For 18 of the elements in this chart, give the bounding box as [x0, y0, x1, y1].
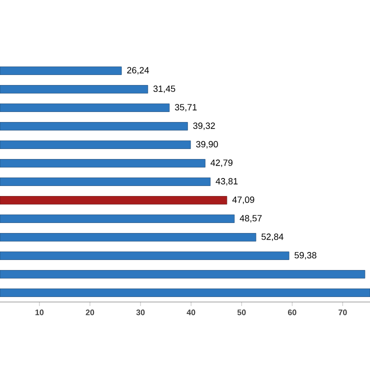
data-label: 52,84: [262, 234, 284, 241]
data-label: 26,24: [127, 67, 149, 74]
data-label: 43,81: [216, 178, 238, 186]
data-label: 31,45: [153, 86, 176, 93]
data-label: 48,57: [240, 215, 262, 222]
x-tick-label: 50: [237, 310, 246, 316]
x-tick-label: 70: [338, 310, 347, 316]
data-label: 42,79: [210, 160, 232, 167]
data-label: 59,38: [294, 252, 316, 260]
data-label: 39,90: [196, 141, 218, 148]
data-label: 47,09: [232, 196, 254, 204]
x-tick-label: 60: [288, 310, 296, 316]
data-label: 35,71: [174, 104, 197, 112]
x-tick-label: 20: [86, 310, 94, 316]
x-tick-label: 10: [35, 310, 44, 316]
x-tick-label: 40: [186, 310, 196, 316]
x-tick-label: 30: [136, 310, 145, 316]
data-label: 39,32: [193, 122, 215, 130]
